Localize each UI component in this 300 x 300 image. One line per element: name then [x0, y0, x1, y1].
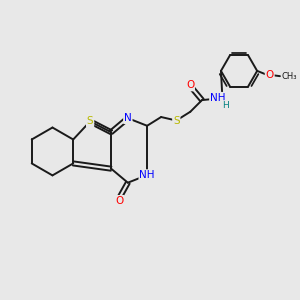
- Text: CH₃: CH₃: [281, 72, 297, 81]
- Text: NH: NH: [140, 170, 155, 180]
- Text: O: O: [186, 80, 194, 91]
- Text: N: N: [124, 113, 132, 123]
- Text: S: S: [173, 116, 180, 125]
- Text: S: S: [87, 116, 93, 126]
- Text: H: H: [222, 100, 229, 109]
- Text: NH: NH: [210, 93, 226, 103]
- Text: O: O: [116, 196, 124, 206]
- Text: O: O: [266, 70, 274, 80]
